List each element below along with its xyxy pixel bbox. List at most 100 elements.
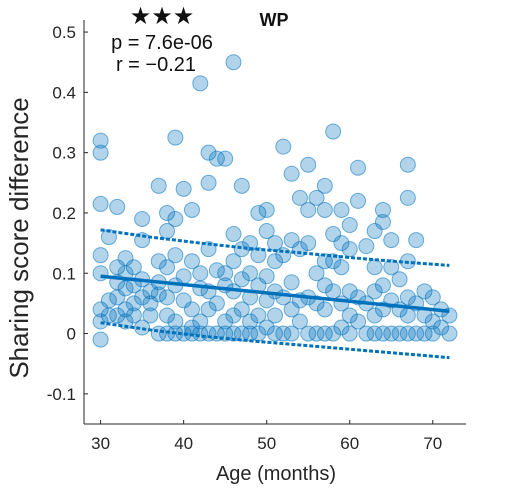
r-value-label: r = −0.21 <box>116 54 196 76</box>
data-point <box>391 325 408 342</box>
data-point <box>225 307 242 324</box>
ci-upper-line <box>100 228 450 267</box>
fit-lines-layer <box>100 228 450 360</box>
y-tick-label: 0.4 <box>52 83 76 102</box>
data-point <box>391 271 408 288</box>
data-point <box>341 325 358 342</box>
data-point <box>142 295 159 312</box>
data-point <box>117 301 134 318</box>
data-point <box>283 232 300 249</box>
data-point <box>424 289 441 306</box>
data-point <box>192 265 209 282</box>
y-tick-label: 0.1 <box>52 264 76 283</box>
data-point <box>167 129 184 146</box>
ci-lower-line <box>100 321 450 360</box>
y-tick-label: 0 <box>67 325 76 344</box>
data-point <box>333 235 350 252</box>
data-point <box>283 301 300 318</box>
data-point <box>208 262 225 279</box>
data-point <box>175 180 192 197</box>
data-point <box>366 283 383 300</box>
data-point <box>283 165 300 182</box>
data-point <box>159 259 176 276</box>
data-point <box>316 177 333 194</box>
data-point <box>416 325 433 342</box>
data-point <box>159 307 176 324</box>
data-point <box>366 325 383 342</box>
data-point <box>225 325 242 342</box>
data-point <box>433 319 450 336</box>
data-point <box>200 301 217 318</box>
data-point <box>92 195 109 212</box>
data-point <box>399 325 416 342</box>
data-point <box>117 280 134 297</box>
data-point <box>125 307 142 324</box>
data-point <box>341 217 358 234</box>
data-point <box>308 265 325 282</box>
p-value-label: p = 7.6e-06 <box>111 32 213 54</box>
data-point <box>233 271 250 288</box>
data-point <box>242 265 259 282</box>
chart-title: WP <box>260 10 289 30</box>
data-point <box>92 301 109 318</box>
y-tick-label: 0.3 <box>52 144 76 163</box>
points-layer <box>92 54 458 348</box>
data-point <box>159 204 176 221</box>
data-point <box>208 150 225 167</box>
data-point <box>183 201 200 218</box>
data-point <box>283 274 300 291</box>
data-point <box>275 325 292 342</box>
data-point <box>167 247 184 264</box>
data-point <box>341 307 358 324</box>
data-point <box>316 277 333 294</box>
data-point <box>250 204 267 221</box>
data-point <box>125 259 142 276</box>
y-axis-title: Sharing score difference <box>4 97 34 378</box>
data-point <box>167 313 184 330</box>
data-point <box>350 313 367 330</box>
x-tick-label: 70 <box>423 434 442 453</box>
data-point <box>150 286 167 303</box>
data-point <box>374 325 391 342</box>
data-point <box>92 247 109 264</box>
data-point <box>109 307 126 324</box>
data-point <box>316 201 333 218</box>
data-point <box>291 189 308 206</box>
data-point <box>283 325 300 342</box>
data-point <box>175 268 192 285</box>
data-point <box>134 289 151 306</box>
ticks-layer: 30 40 50 60 70 -0.1 0 0.1 0.2 0.3 0.4 0.5 <box>47 23 443 453</box>
data-point <box>183 301 200 318</box>
data-point <box>383 232 400 249</box>
data-point <box>258 268 275 285</box>
data-point <box>358 325 375 342</box>
x-axis-title: Age (months) <box>216 463 336 485</box>
x-tick-label: 50 <box>257 434 276 453</box>
data-point <box>408 232 425 249</box>
data-point <box>267 253 283 270</box>
data-point <box>267 307 283 324</box>
data-point <box>341 283 358 300</box>
data-point <box>267 325 283 342</box>
data-point <box>258 223 275 240</box>
data-point <box>200 174 217 191</box>
data-point <box>325 226 342 243</box>
data-point <box>399 156 416 173</box>
data-point <box>183 253 200 270</box>
data-point <box>233 241 250 258</box>
data-point <box>225 54 242 71</box>
data-point <box>233 301 250 318</box>
y-tick-label: 0.2 <box>52 204 76 223</box>
data-point <box>125 295 142 312</box>
data-point <box>233 177 250 194</box>
x-tick-label: 40 <box>174 434 193 453</box>
data-point <box>250 247 267 264</box>
data-point <box>192 313 209 330</box>
data-point <box>333 201 350 218</box>
data-point <box>366 223 383 240</box>
x-tick-label: 30 <box>91 434 110 453</box>
data-point <box>383 259 400 276</box>
data-point <box>399 289 416 306</box>
data-point <box>150 253 167 270</box>
data-point <box>300 325 317 342</box>
